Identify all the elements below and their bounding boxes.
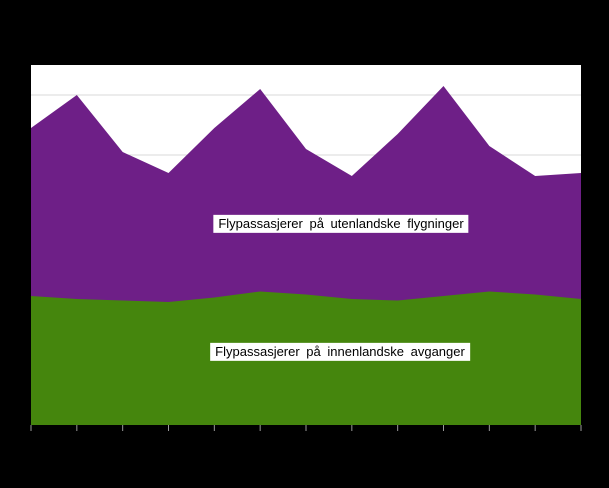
series-label-international: Flypassasjerer på utenlandske flygninger bbox=[213, 214, 469, 234]
series-label-domestic: Flypassasjerer på innenlandske avganger bbox=[210, 342, 470, 362]
